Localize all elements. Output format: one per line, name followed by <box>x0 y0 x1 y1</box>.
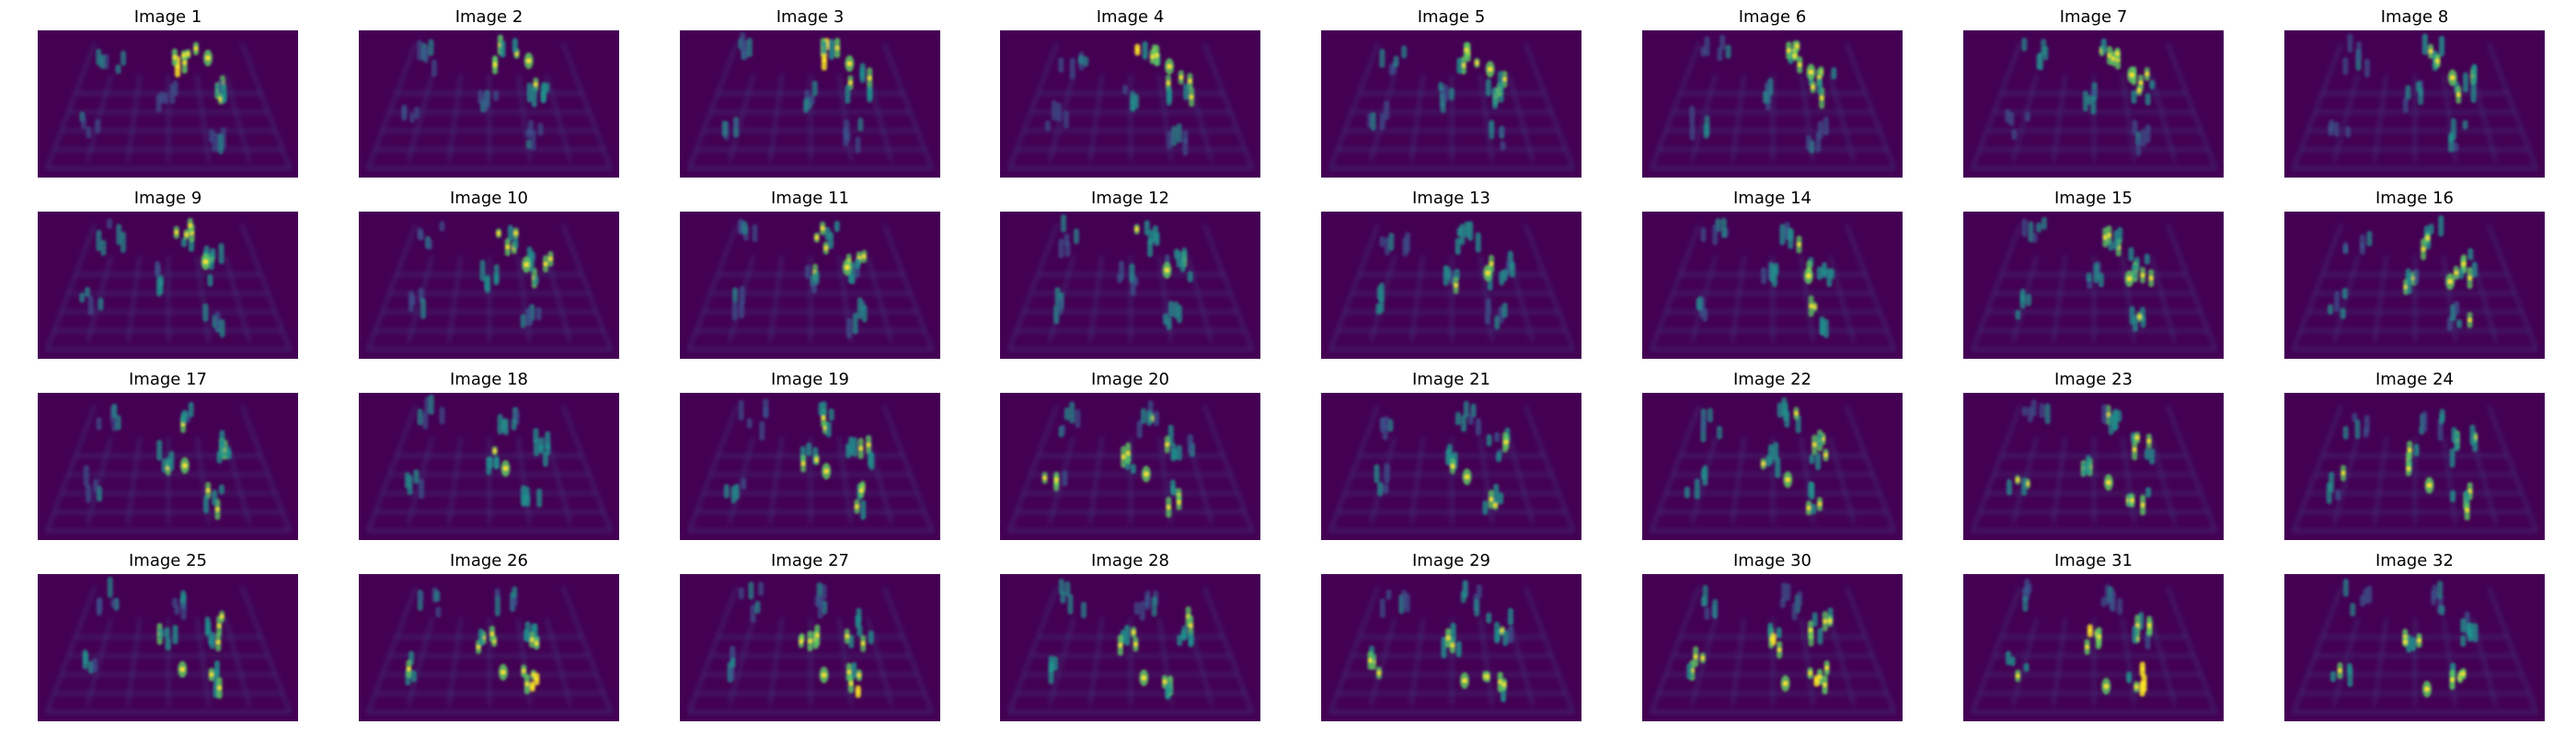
image-panel: Image 27 <box>680 551 940 721</box>
image-panel: Image 25 <box>38 551 298 721</box>
heatmap-image <box>1321 30 1581 178</box>
heatmap-image <box>1000 574 1260 721</box>
panel-title: Image 29 <box>1412 551 1490 570</box>
panel-title: Image 4 <box>1096 7 1165 27</box>
image-panel: Image 8 <box>2284 7 2545 178</box>
heatmap-image <box>680 30 940 178</box>
image-panel: Image 31 <box>1963 551 2224 721</box>
image-panel: Image 23 <box>1963 370 2224 540</box>
heatmap-image <box>359 30 619 178</box>
heatmap-image <box>1963 574 2224 721</box>
panel-title: Image 21 <box>1412 370 1490 389</box>
heatmap-image <box>38 212 298 359</box>
image-panel: Image 2 <box>359 7 619 178</box>
image-panel: Image 24 <box>2284 370 2545 540</box>
panel-title: Image 5 <box>1417 7 1486 27</box>
panel-title: Image 2 <box>454 7 523 27</box>
image-panel: Image 32 <box>2284 551 2545 721</box>
image-panel: Image 17 <box>38 370 298 540</box>
heatmap-image <box>1321 574 1581 721</box>
heatmap-image <box>2284 574 2545 721</box>
panel-title: Image 13 <box>1412 189 1490 208</box>
heatmap-image <box>359 574 619 721</box>
heatmap-image <box>38 574 298 721</box>
heatmap-image <box>1963 212 2224 359</box>
heatmap-image <box>680 574 940 721</box>
image-panel: Image 13 <box>1321 189 1581 359</box>
heatmap-image <box>1642 212 1903 359</box>
heatmap-image <box>38 393 298 540</box>
image-panel: Image 1 <box>38 7 298 178</box>
panel-title: Image 8 <box>2380 7 2449 27</box>
panel-title: Image 18 <box>450 370 528 389</box>
panel-title: Image 14 <box>1733 189 1811 208</box>
heatmap-image <box>38 30 298 178</box>
image-panel: Image 19 <box>680 370 940 540</box>
image-panel: Image 6 <box>1642 7 1903 178</box>
heatmap-image <box>1000 393 1260 540</box>
heatmap-image <box>1000 30 1260 178</box>
image-panel: Image 12 <box>1000 189 1260 359</box>
image-panel: Image 29 <box>1321 551 1581 721</box>
image-panel: Image 20 <box>1000 370 1260 540</box>
panel-title: Image 27 <box>771 551 849 570</box>
image-panel: Image 16 <box>2284 189 2545 359</box>
panel-title: Image 3 <box>776 7 845 27</box>
panel-title: Image 11 <box>771 189 849 208</box>
panel-title: Image 26 <box>450 551 528 570</box>
image-panel: Image 22 <box>1642 370 1903 540</box>
heatmap-image <box>359 393 619 540</box>
heatmap-image <box>1642 574 1903 721</box>
panel-title: Image 17 <box>129 370 207 389</box>
heatmap-image <box>1963 393 2224 540</box>
panel-title: Image 6 <box>1738 7 1807 27</box>
panel-title: Image 28 <box>1091 551 1169 570</box>
image-panel: Image 28 <box>1000 551 1260 721</box>
panel-title: Image 25 <box>129 551 207 570</box>
heatmap-image <box>1321 393 1581 540</box>
image-panel: Image 14 <box>1642 189 1903 359</box>
image-panel: Image 5 <box>1321 7 1581 178</box>
image-panel: Image 18 <box>359 370 619 540</box>
heatmap-image <box>359 212 619 359</box>
heatmap-image <box>2284 212 2545 359</box>
image-panel: Image 9 <box>38 189 298 359</box>
heatmap-image <box>1642 393 1903 540</box>
image-panel: Image 3 <box>680 7 940 178</box>
image-panel: Image 7 <box>1963 7 2224 178</box>
panel-title: Image 12 <box>1091 189 1169 208</box>
heatmap-image <box>680 212 940 359</box>
panel-title: Image 1 <box>133 7 202 27</box>
image-panel: Image 11 <box>680 189 940 359</box>
heatmap-image <box>1963 30 2224 178</box>
heatmap-image <box>1000 212 1260 359</box>
panel-title: Image 10 <box>450 189 528 208</box>
heatmap-image <box>1642 30 1903 178</box>
heatmap-image <box>680 393 940 540</box>
panel-title: Image 23 <box>2054 370 2133 389</box>
image-panel: Image 15 <box>1963 189 2224 359</box>
panel-title: Image 20 <box>1091 370 1169 389</box>
image-panel: Image 4 <box>1000 7 1260 178</box>
panel-title: Image 24 <box>2375 370 2454 389</box>
image-panel: Image 10 <box>359 189 619 359</box>
panel-title: Image 16 <box>2375 189 2454 208</box>
panel-title: Image 15 <box>2054 189 2133 208</box>
panel-title: Image 22 <box>1733 370 1811 389</box>
panel-title: Image 19 <box>771 370 849 389</box>
image-panel: Image 30 <box>1642 551 1903 721</box>
image-panel: Image 21 <box>1321 370 1581 540</box>
panel-title: Image 31 <box>2054 551 2133 570</box>
panel-title: Image 7 <box>2059 7 2128 27</box>
image-panel: Image 26 <box>359 551 619 721</box>
heatmap-image <box>2284 30 2545 178</box>
panel-title: Image 9 <box>133 189 202 208</box>
panel-title: Image 32 <box>2375 551 2454 570</box>
panel-title: Image 30 <box>1733 551 1811 570</box>
heatmap-image <box>2284 393 2545 540</box>
heatmap-image <box>1321 212 1581 359</box>
